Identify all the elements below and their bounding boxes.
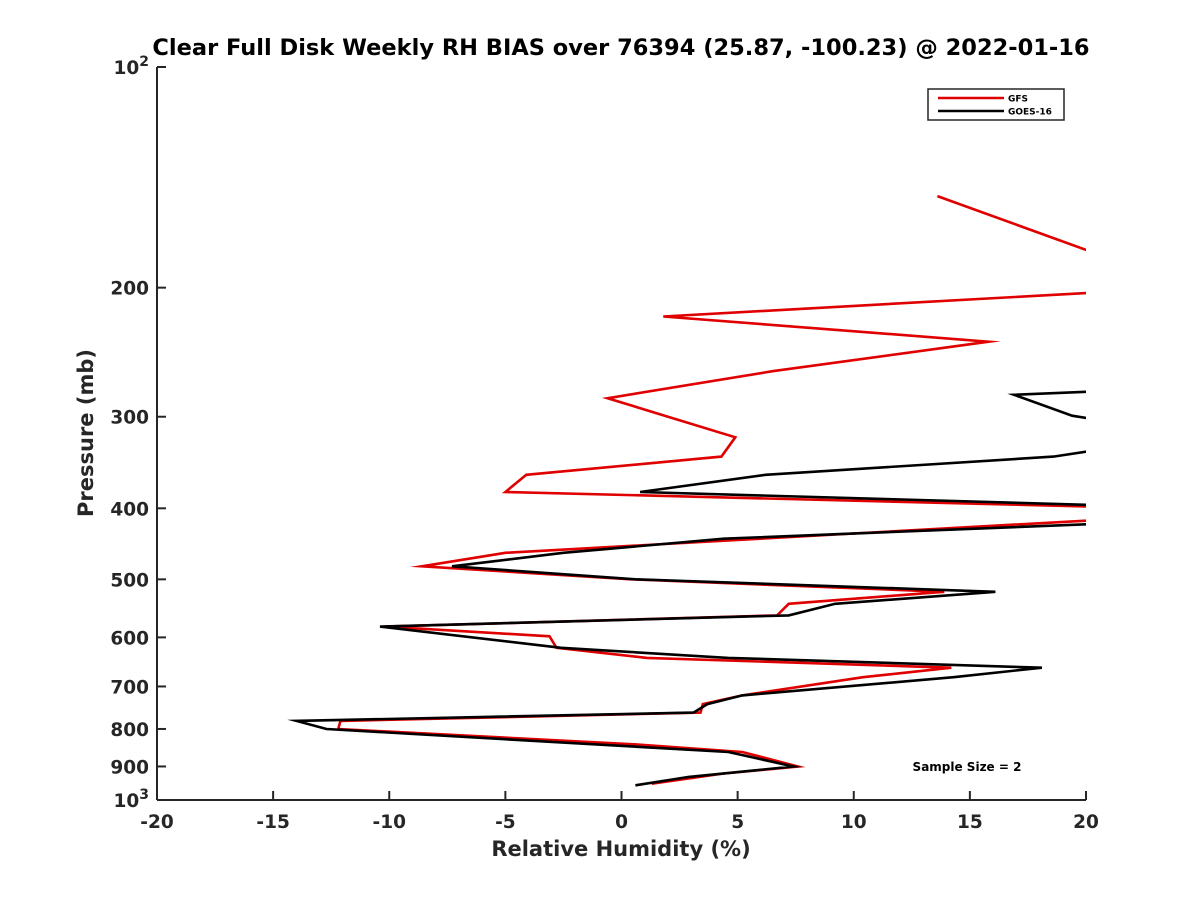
chart-title: Clear Full Disk Weekly RH BIAS over 7639… <box>152 35 1089 61</box>
x-axis-label: Relative Humidity (%) <box>491 837 750 861</box>
x-tick-label: -20 <box>140 812 173 833</box>
y-tick-label: 400 <box>110 499 149 520</box>
legend: GFS GOES-16 <box>927 88 1065 121</box>
y-tick-label: 800 <box>110 720 149 741</box>
series-line-goes-16 <box>287 390 1086 787</box>
y-tick-label: 600 <box>110 628 149 649</box>
x-tick-label: 20 <box>1073 812 1099 833</box>
y-tick-label: 102 <box>114 54 150 79</box>
y-axis-label: Pressure (mb) <box>74 349 98 517</box>
plot-area <box>287 194 1086 787</box>
x-tick-label: -5 <box>495 812 516 833</box>
y-tick-label: 500 <box>110 570 149 591</box>
y-tick-label: 103 <box>114 787 150 812</box>
legend-label-gfs: GFS <box>1008 95 1028 105</box>
legend-box <box>927 88 1065 121</box>
axes: -20 -15 -10 -5 0 5 10 15 20 102 200 300 400 500 600 700… <box>110 54 1099 833</box>
x-tick-label: -10 <box>373 812 406 833</box>
y-tick-label: 700 <box>110 677 149 698</box>
legend-label-goes-16: GOES-16 <box>1008 108 1052 118</box>
y-tick-label: 300 <box>110 408 149 429</box>
y-tick-label: 200 <box>110 279 149 300</box>
x-tick-label: 5 <box>731 812 744 833</box>
x-tick-label: 0 <box>615 812 628 833</box>
sample-size-annotation: Sample Size = 2 <box>913 760 1022 774</box>
x-tick-label: -15 <box>256 812 289 833</box>
x-tick-label: 10 <box>841 812 867 833</box>
y-tick-label: 900 <box>110 757 149 778</box>
series-line-gfs <box>336 194 1086 785</box>
x-tick-label: 15 <box>957 812 983 833</box>
